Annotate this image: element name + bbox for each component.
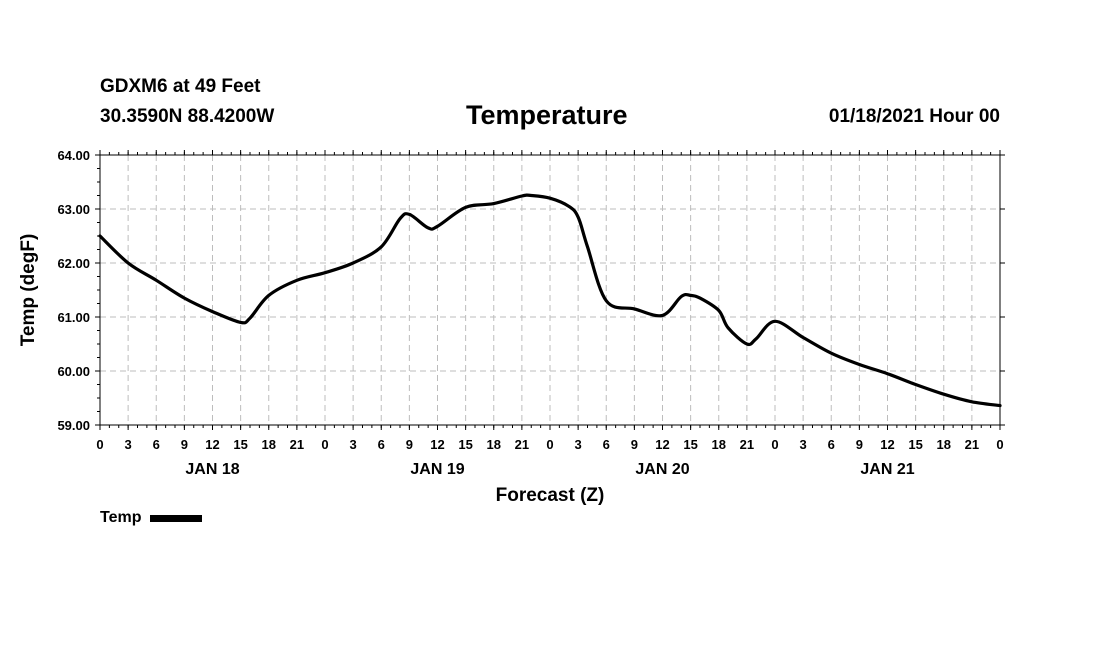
x-axis-title: Forecast (Z): [496, 485, 605, 506]
y-tick-label: 60.00: [57, 364, 90, 379]
x-tick-label: 21: [290, 437, 304, 452]
x-tick-label: 6: [828, 437, 835, 452]
station-name: GDXM6 at 49 Feet: [100, 76, 261, 97]
x-tick-label: 3: [350, 437, 357, 452]
y-tick-labels: 59.00 60.00 61.00 62.00 63.00 64.00: [57, 148, 90, 433]
y-tick-label: 61.00: [57, 310, 90, 325]
x-tick-label: 12: [205, 437, 219, 452]
x-tick-label: 21: [965, 437, 979, 452]
x-tick-label: 18: [937, 437, 951, 452]
x-tick-label: 9: [631, 437, 638, 452]
x-tick-label: 9: [181, 437, 188, 452]
x-tick-label: 0: [996, 437, 1003, 452]
x-tick-label: 6: [603, 437, 610, 452]
x-tick-label: 6: [153, 437, 160, 452]
y-tick-label: 59.00: [57, 418, 90, 433]
x-tick-label: 9: [856, 437, 863, 452]
x-tick-label: 0: [771, 437, 778, 452]
x-tick-label: 9: [406, 437, 413, 452]
y-tick-label: 62.00: [57, 256, 90, 271]
x-tick-label: 0: [96, 437, 103, 452]
axis-ticks: [95, 150, 1005, 430]
station-coordinates: 30.3590N 88.4200W: [100, 106, 275, 127]
x-tick-label: 0: [321, 437, 328, 452]
y-tick-label: 63.00: [57, 202, 90, 217]
x-tick-labels: 0 3 6 9 12 15 18 21 0 3 6 9 12 15 18 21 0 3 6 9 12 15 18 21 0 3 6 9…: [96, 437, 1003, 452]
x-tick-label: 18: [712, 437, 726, 452]
chart-title: Temperature: [466, 100, 628, 130]
x-tick-label: 15: [233, 437, 247, 452]
x-tick-label: 15: [458, 437, 472, 452]
x-tick-label: 21: [515, 437, 529, 452]
grid-lines: [100, 155, 1000, 425]
legend-label: Temp: [100, 509, 142, 526]
x-tick-label: 3: [125, 437, 132, 452]
x-tick-label: 3: [800, 437, 807, 452]
forecast-run-time: 01/18/2021 Hour 00: [828, 106, 1000, 127]
x-tick-label: 18: [262, 437, 276, 452]
x-tick-label: 18: [487, 437, 501, 452]
x-tick-label: 12: [430, 437, 444, 452]
legend: Temp: [100, 509, 203, 527]
x-tick-label: 6: [378, 437, 385, 452]
day-label: JAN 18: [185, 461, 239, 478]
day-label: JAN 19: [410, 461, 464, 478]
day-label: JAN 21: [860, 461, 914, 478]
day-label: JAN 20: [635, 461, 689, 478]
x-tick-label: 15: [683, 437, 697, 452]
legend-line-swatch: [150, 514, 203, 522]
x-tick-label: 0: [546, 437, 553, 452]
x-tick-label: 15: [908, 437, 922, 452]
y-axis-title: Temp (degF): [18, 234, 39, 347]
y-tick-label: 64.00: [57, 148, 90, 163]
day-labels: JAN 18 JAN 19 JAN 20 JAN 21: [185, 461, 914, 478]
x-tick-label: 21: [740, 437, 754, 452]
x-tick-label: 12: [880, 437, 894, 452]
temp-series-line: [98, 193, 1002, 408]
x-tick-label: 12: [655, 437, 669, 452]
x-tick-label: 3: [575, 437, 582, 452]
